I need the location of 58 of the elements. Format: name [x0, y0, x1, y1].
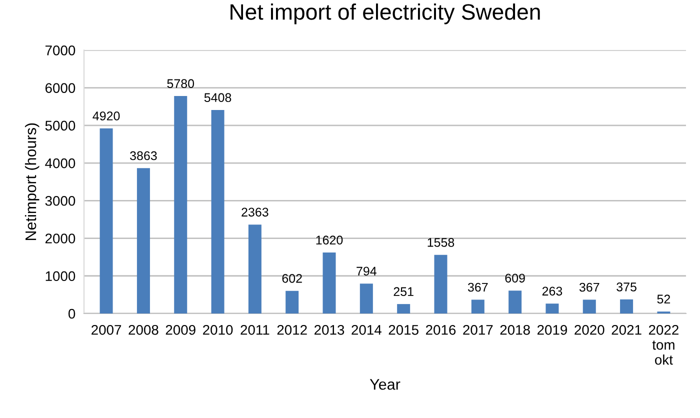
bar — [397, 304, 410, 314]
data-label: 367 — [579, 282, 600, 292]
data-label: 52 — [657, 294, 670, 304]
data-label: 5780 — [167, 79, 194, 88]
bar — [136, 168, 150, 314]
data-label: 375 — [616, 282, 636, 292]
data-label: 1558 — [428, 238, 454, 247]
chart-title: Net import of electricity Sweden — [230, 4, 540, 24]
data-label: 2363 — [242, 208, 268, 217]
x-tick-label: 2009 — [166, 324, 196, 335]
x-tick-label: 2012 — [277, 324, 307, 335]
bar — [360, 284, 373, 314]
y-tick-label: 2000 — [45, 234, 76, 244]
bar — [211, 110, 224, 314]
y-tick-label: 1000 — [46, 271, 76, 282]
data-label: 263 — [542, 286, 562, 296]
x-tick-label: 2013 — [314, 324, 344, 335]
data-label: 794 — [356, 266, 376, 276]
data-label: 4920 — [92, 112, 120, 120]
bar — [174, 96, 188, 314]
data-label: 1620 — [316, 236, 343, 245]
x-tick-label: 2014 — [352, 324, 382, 335]
data-label: 367 — [468, 282, 488, 292]
x-tick-label: 2022 tom okt — [648, 324, 678, 365]
bar — [434, 254, 448, 314]
bar — [248, 224, 262, 314]
bar — [508, 290, 522, 314]
x-tick-label: 2010 — [203, 324, 233, 335]
bar — [471, 300, 484, 314]
data-label: 5408 — [204, 93, 232, 102]
x-tick-label: 2017 — [463, 324, 493, 335]
x-tick-label: 2007 — [92, 324, 122, 335]
data-label: 3863 — [130, 151, 157, 160]
x-tick-label: 2020 — [574, 324, 604, 335]
data-label: 251 — [394, 287, 414, 296]
y-tick-label: 7000 — [45, 45, 76, 56]
x-tick-label: 2021 — [612, 324, 642, 335]
data-label: 602 — [282, 274, 302, 283]
y-tick-label: 3000 — [45, 196, 76, 206]
x-tick-label: 2019 — [537, 324, 568, 335]
y-tick-label: 4000 — [45, 158, 76, 168]
bar — [322, 252, 336, 314]
x-tick-label: 2015 — [388, 324, 418, 335]
y-axis-title: Netimport (hours) — [24, 123, 40, 240]
x-tick-label: 2008 — [128, 324, 158, 335]
x-tick-label: 2016 — [426, 324, 456, 335]
bar — [620, 299, 634, 314]
y-tick-label: 0 — [68, 308, 76, 319]
y-tick-label: 5000 — [45, 120, 76, 131]
data-label: 609 — [505, 274, 525, 283]
bar — [546, 304, 559, 314]
bar — [100, 128, 113, 314]
x-axis-title: Year — [370, 379, 400, 390]
x-tick-label: 2018 — [500, 324, 530, 335]
y-tick-label: 6000 — [45, 83, 76, 93]
bar — [286, 290, 299, 314]
bar — [582, 300, 596, 314]
x-tick-label: 2011 — [240, 324, 270, 335]
